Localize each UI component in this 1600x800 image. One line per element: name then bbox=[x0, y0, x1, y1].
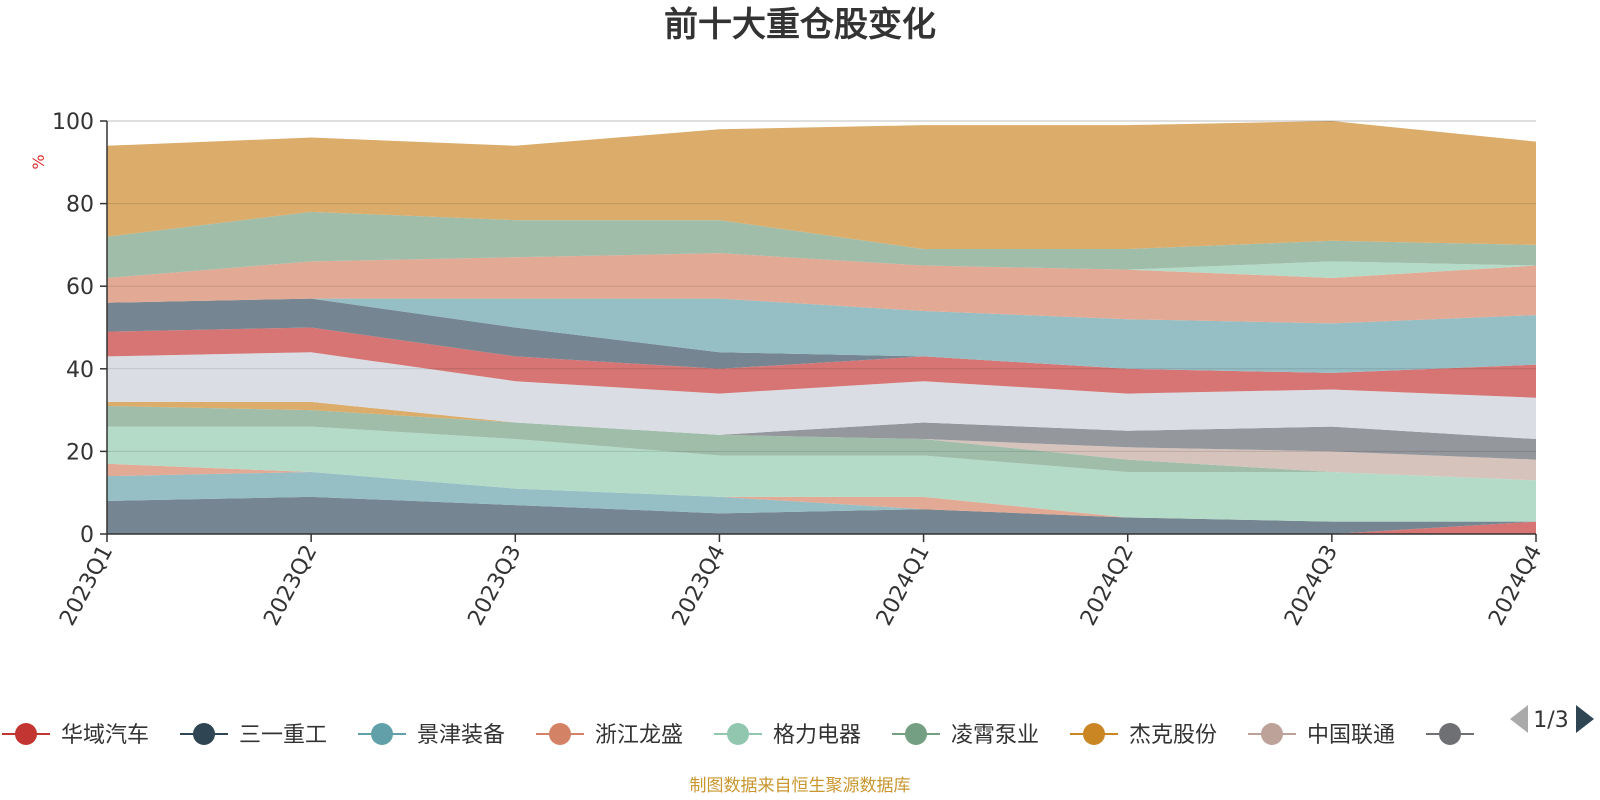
y-tick-label: 0 bbox=[80, 523, 94, 548]
x-tick-label: 2024Q2 bbox=[1076, 541, 1139, 630]
legend-item[interactable]: 华域汽车 bbox=[2, 723, 149, 748]
x-tick-label: 2023Q3 bbox=[464, 541, 527, 630]
area-series-10 bbox=[107, 352, 1536, 440]
legend-item[interactable]: 格力电器 bbox=[714, 723, 861, 748]
area-series-12 bbox=[107, 298, 1536, 373]
area-series-1 bbox=[107, 521, 1536, 534]
legend-marker-icon bbox=[15, 723, 37, 745]
y-axis-unit: % bbox=[29, 154, 48, 169]
legend-label: 华域汽车 bbox=[61, 723, 149, 748]
legend-item[interactable]: 凌霄泵业 bbox=[892, 723, 1039, 748]
legend-item[interactable]: 浙江龙盛 bbox=[536, 723, 683, 748]
legend-marker-icon bbox=[371, 723, 393, 745]
legend-marker-icon bbox=[193, 723, 215, 745]
x-tick-label: 2024Q1 bbox=[872, 541, 935, 630]
legend-marker-icon bbox=[1083, 723, 1105, 745]
x-tick-label: 2023Q1 bbox=[55, 541, 118, 630]
area-series-6 bbox=[107, 405, 1536, 481]
x-tick-label: 2024Q3 bbox=[1280, 541, 1343, 630]
legend-label: 中国联通 bbox=[1307, 723, 1395, 748]
data-source-note: 制图数据来自恒生聚源数据库 bbox=[690, 776, 911, 796]
area-series-17 bbox=[107, 121, 1536, 250]
y-tick-label: 40 bbox=[66, 358, 94, 383]
legend-marker-icon bbox=[905, 723, 927, 745]
legend-marker-icon bbox=[1261, 723, 1283, 745]
y-tick-label: 100 bbox=[52, 110, 94, 135]
grid-lines bbox=[107, 120, 1536, 452]
area-series-8 bbox=[107, 401, 1536, 481]
y-tick-label: 60 bbox=[66, 275, 94, 300]
legend-marker-icon bbox=[549, 723, 571, 745]
legend-label: 三一重工 bbox=[239, 723, 327, 748]
legend-item[interactable]: 三一重工 bbox=[180, 723, 327, 748]
legend-item[interactable]: 杰克股份 bbox=[1070, 723, 1217, 748]
area-series-2 bbox=[107, 496, 1536, 534]
legend: 华域汽车 三一重工 景津装备 浙江龙盛 格力电器 凌霄泵业 杰克股份 中国联通 bbox=[2, 723, 1474, 748]
legend-marker-icon bbox=[727, 723, 749, 745]
legend-item[interactable]: 中国联通 bbox=[1248, 723, 1395, 748]
legend-next-arrow-icon[interactable] bbox=[1576, 705, 1594, 733]
area-series-11 bbox=[107, 327, 1536, 398]
area-series-14 bbox=[107, 253, 1536, 324]
x-tick-label: 2023Q4 bbox=[668, 541, 731, 630]
legend-label: 格力电器 bbox=[773, 723, 861, 748]
area-series-group bbox=[107, 121, 1536, 534]
legend-marker-icon bbox=[1439, 723, 1461, 745]
area-series-15 bbox=[107, 253, 1536, 278]
area-series-16 bbox=[107, 211, 1536, 278]
area-series-9 bbox=[107, 401, 1536, 460]
y-tick-label: 80 bbox=[66, 193, 94, 218]
x-tick-label: 2023Q2 bbox=[259, 541, 322, 630]
legend-label: 浙江龙盛 bbox=[595, 723, 683, 748]
y-tick-label: 20 bbox=[66, 440, 94, 465]
x-tick-label: 2024Q4 bbox=[1484, 541, 1547, 630]
legend-items: 华域汽车 三一重工 景津装备 浙江龙盛 格力电器 凌霄泵业 杰克股份 中国联通 bbox=[2, 723, 1474, 748]
legend-item[interactable] bbox=[1426, 723, 1474, 745]
legend-page-indicator: 1/3 bbox=[1533, 708, 1568, 733]
legend-prev-arrow-icon[interactable] bbox=[1510, 705, 1528, 733]
legend-label: 凌霄泵业 bbox=[951, 723, 1039, 748]
area-series-4 bbox=[107, 463, 1536, 522]
legend-item[interactable]: 景津装备 bbox=[358, 723, 505, 748]
legend-label: 景津装备 bbox=[417, 723, 505, 748]
area-series-5 bbox=[107, 426, 1536, 522]
area-series-13 bbox=[107, 298, 1536, 373]
chart-title: 前十大重仓股变化 bbox=[664, 5, 936, 45]
legend-label: 杰克股份 bbox=[1129, 723, 1217, 748]
legend-pager: 1/3 bbox=[1510, 705, 1594, 733]
